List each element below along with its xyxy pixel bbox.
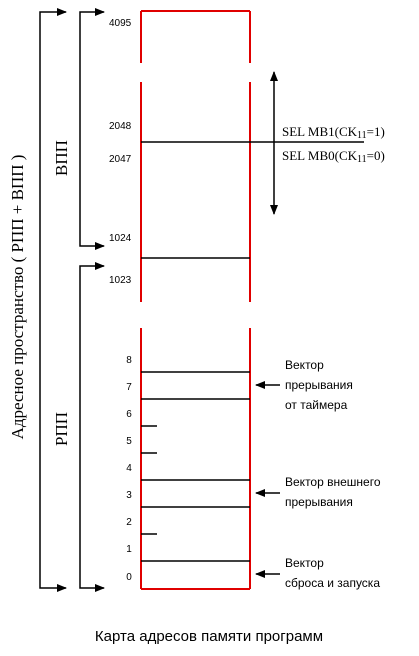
address-label-low: 0 [126, 572, 132, 583]
address-label-1023: 1023 [109, 275, 132, 286]
vector-pointers [255, 381, 280, 578]
reset-vector-label: Вектор [285, 556, 324, 570]
timer-vector-label: от таймера [285, 398, 348, 412]
address-label-low: 4 [126, 463, 132, 474]
external-vector-label: Вектор внешнего [285, 475, 381, 489]
address-label-low: 1 [126, 544, 132, 555]
outer-bracket [39, 8, 67, 592]
address-label-low: 6 [126, 409, 132, 420]
address-label-1024: 1024 [109, 233, 132, 244]
upper-region-bracket [79, 8, 105, 250]
reset-vector-label: сброса и запуска [285, 576, 380, 590]
address-label-low: 3 [126, 490, 132, 501]
address-label-low: 7 [126, 382, 132, 393]
address-label-low: 8 [126, 355, 132, 366]
timer-vector-label: прерывания [285, 378, 353, 392]
address-label-low: 5 [126, 436, 132, 447]
address-label-2048: 2048 [109, 121, 132, 132]
diagram-caption: Карта адресов памяти программ [95, 628, 323, 645]
lower-region-label: РПП [52, 412, 71, 446]
bank-select-mb1-label: SEL MB1(CK11=1) [282, 124, 385, 141]
upper-region-label: ВПП [52, 140, 71, 176]
external-vector-label: прерывания [285, 495, 353, 509]
bank-select-mb0-label: SEL MB0(CK11=0) [282, 148, 385, 165]
memory-column [140, 10, 251, 590]
address-label-2047: 2047 [109, 154, 132, 165]
lower-region-bracket [79, 262, 105, 592]
address-label-4095: 4095 [109, 18, 132, 29]
address-label-low: 2 [126, 517, 132, 528]
outer-address-space-label: Адресное пространство ( РПП + ВПП ) [8, 155, 27, 440]
memory-dividers [141, 141, 364, 562]
timer-vector-label: Вектор [285, 358, 324, 372]
